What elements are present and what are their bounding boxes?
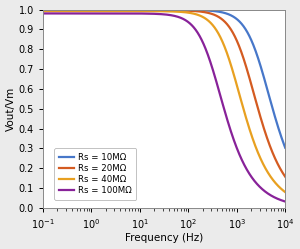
Rs = 10MΩ xyxy=(69,8,72,11)
Rs = 100MΩ xyxy=(83,12,87,15)
Line: Rs = 20MΩ: Rs = 20MΩ xyxy=(43,10,285,177)
Rs = 20MΩ xyxy=(284,175,287,178)
Rs = 100MΩ xyxy=(279,198,282,201)
Rs = 100MΩ xyxy=(69,12,72,15)
Rs = 100MΩ xyxy=(134,12,137,15)
Rs = 10MΩ xyxy=(134,8,137,11)
Rs = 20MΩ xyxy=(144,9,148,12)
Legend: Rs = 10MΩ, Rs = 20MΩ, Rs = 40MΩ, Rs = 100MΩ: Rs = 10MΩ, Rs = 20MΩ, Rs = 40MΩ, Rs = 10… xyxy=(54,148,136,199)
Line: Rs = 10MΩ: Rs = 10MΩ xyxy=(43,10,285,148)
Rs = 40MΩ xyxy=(41,10,44,13)
Rs = 100MΩ xyxy=(144,12,148,15)
Rs = 20MΩ xyxy=(83,9,87,12)
Rs = 40MΩ xyxy=(144,10,148,13)
Rs = 10MΩ xyxy=(83,8,87,11)
Rs = 10MΩ xyxy=(279,133,282,136)
Rs = 20MΩ xyxy=(253,94,256,97)
Rs = 20MΩ xyxy=(41,9,44,12)
Rs = 20MΩ xyxy=(279,168,282,171)
Line: Rs = 40MΩ: Rs = 40MΩ xyxy=(43,11,285,192)
Rs = 40MΩ xyxy=(284,191,287,194)
Rs = 100MΩ xyxy=(253,179,256,182)
Rs = 40MΩ xyxy=(253,142,256,145)
Rs = 40MΩ xyxy=(279,187,282,190)
X-axis label: Frequency (Hz): Frequency (Hz) xyxy=(125,234,203,244)
Y-axis label: Vout/Vm: Vout/Vm xyxy=(6,87,16,131)
Rs = 40MΩ xyxy=(83,10,87,13)
Rs = 10MΩ xyxy=(253,46,256,49)
Rs = 40MΩ xyxy=(134,10,137,13)
Rs = 10MΩ xyxy=(144,8,148,11)
Rs = 10MΩ xyxy=(284,146,287,149)
Rs = 20MΩ xyxy=(134,9,137,12)
Rs = 20MΩ xyxy=(69,9,72,12)
Line: Rs = 100MΩ: Rs = 100MΩ xyxy=(43,13,285,201)
Rs = 100MΩ xyxy=(284,200,287,203)
Rs = 40MΩ xyxy=(69,10,72,13)
Rs = 100MΩ xyxy=(41,12,44,15)
Rs = 10MΩ xyxy=(41,8,44,11)
